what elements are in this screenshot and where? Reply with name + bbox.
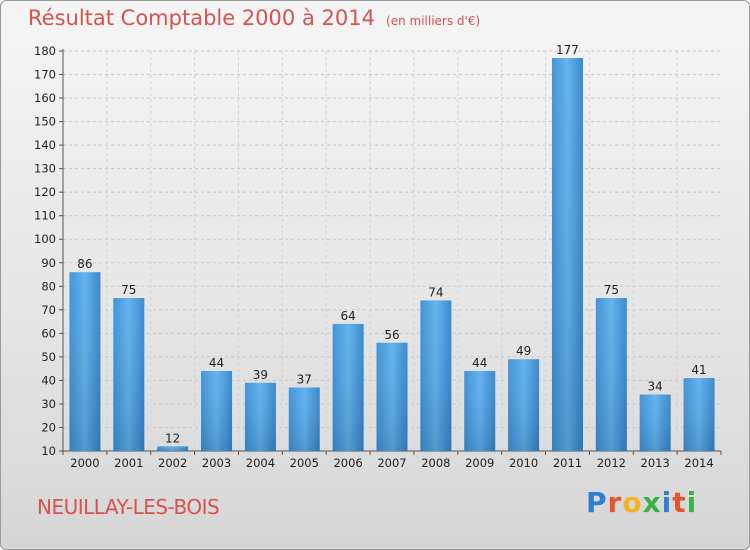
x-tick-label: 2003: [202, 456, 231, 470]
logo-letter: o: [622, 486, 643, 519]
chart-title-main: Résultat Comptable 2000 à 2014: [28, 6, 375, 30]
logo-letter: r: [607, 486, 623, 519]
bar-shade: [332, 323, 364, 451]
logo-letter: P: [586, 486, 608, 519]
data-label: 49: [516, 344, 531, 358]
bar-shade: [551, 58, 583, 451]
logo-letter: i: [686, 486, 698, 519]
y-tick-label: 130: [34, 162, 56, 176]
x-tick-label: 2001: [114, 456, 143, 470]
y-tick-label: 170: [34, 68, 56, 82]
bar-shade: [464, 371, 496, 451]
bar-shade: [288, 387, 320, 451]
x-tick-label: 2006: [333, 456, 362, 470]
bar-shade: [113, 298, 145, 451]
x-tick-label: 2009: [465, 456, 494, 470]
bar-shade: [244, 382, 276, 451]
labels: 86 75 12 44 39 37 64 56 74 44 49 177 75 34 41: [77, 43, 706, 445]
data-label: 12: [165, 431, 180, 445]
bar-shade: [683, 378, 715, 451]
y-tick-label: 70: [41, 303, 56, 317]
data-label: 74: [428, 285, 443, 299]
data-label: 86: [77, 257, 92, 271]
bars: [69, 58, 715, 451]
y-tick-label: 30: [41, 397, 56, 411]
x-tick-label: 2010: [509, 456, 538, 470]
bar-shade: [595, 298, 627, 451]
y-tick-label: 40: [41, 373, 56, 387]
x-tick-label: 2000: [70, 456, 99, 470]
y-tick-label: 120: [34, 185, 56, 199]
bar-shade: [376, 342, 408, 451]
commune-name: NEUILLAY-LES-BOIS: [37, 495, 220, 519]
data-label: 34: [648, 380, 663, 394]
x-tick-label: 2002: [158, 456, 187, 470]
y-tick-label: 50: [41, 350, 56, 364]
x-tick-label: 2014: [684, 456, 713, 470]
x-tick-label: 2004: [246, 456, 275, 470]
bar-shade: [420, 300, 452, 451]
data-label: 75: [604, 283, 619, 297]
y-tick-label: 160: [34, 91, 56, 105]
y-tick-label: 60: [41, 326, 56, 340]
x-tick-label: 2005: [290, 456, 319, 470]
data-label: 64: [340, 309, 355, 323]
bar-shade: [157, 446, 189, 451]
x-tick-label: 2011: [553, 456, 582, 470]
bar-shade: [508, 359, 540, 451]
y-tick-label: 90: [41, 256, 56, 270]
y-tick-label: 100: [34, 232, 56, 246]
data-label: 44: [209, 356, 224, 370]
x-tick-label: 2012: [597, 456, 626, 470]
y-tick-label: 140: [34, 138, 56, 152]
bar-shade: [201, 371, 233, 451]
y-tick-label: 150: [34, 115, 56, 129]
chart-title: Résultat Comptable 2000 à 2014 (en milli…: [28, 6, 480, 30]
data-label: 37: [297, 372, 312, 386]
y-tick-label: 180: [34, 44, 56, 58]
data-label: 75: [121, 283, 136, 297]
data-label: 56: [384, 328, 399, 342]
chart-title-unit: (en milliers d'€): [386, 14, 481, 28]
x-tick-label: 2007: [377, 456, 406, 470]
data-label: 39: [253, 368, 268, 382]
bar-shade: [639, 394, 671, 451]
y-tick-label: 110: [34, 209, 56, 223]
y-tick-label: 20: [41, 420, 56, 434]
y-tick-label: 80: [41, 279, 56, 293]
proxiti-logo[interactable]: Proxiti: [586, 486, 697, 519]
logo-letter: i: [661, 486, 673, 519]
bar-shade: [69, 272, 101, 451]
data-label: 177: [556, 43, 579, 57]
logo-letter: x: [642, 486, 662, 519]
data-label: 44: [472, 356, 487, 370]
data-label: 41: [691, 363, 706, 377]
x-tick-label: 2013: [641, 456, 670, 470]
x-tick-label: 2008: [421, 456, 450, 470]
y-tick-label: 10: [41, 444, 56, 458]
logo-letter: t: [672, 486, 687, 519]
